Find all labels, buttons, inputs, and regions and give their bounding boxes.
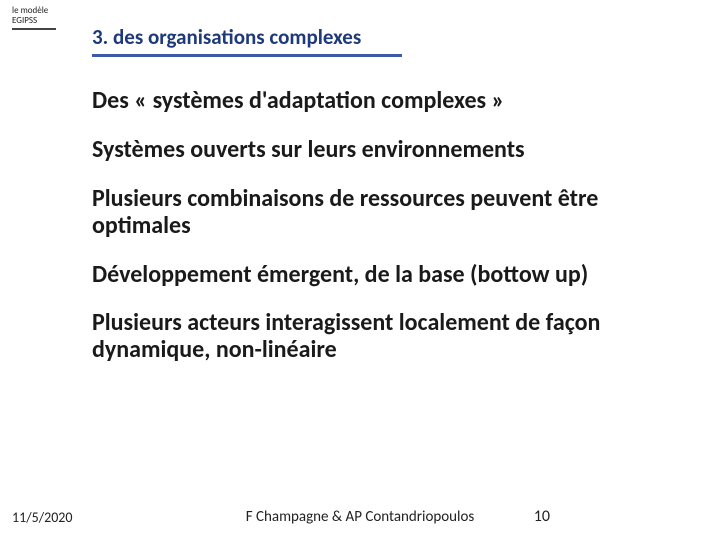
paragraph-4: Développement émergent, de la base (bott… [92,262,696,289]
paragraph-1: Des « systèmes d'adaptation complexes » [92,88,696,115]
section-underline [92,54,402,57]
footer-page: 10 [534,507,550,526]
paragraph-2: Systèmes ouverts sur leurs environnement… [92,137,696,164]
logo-line2: EGIPSS [12,16,72,26]
section-title: 3. des organisations complexes [92,24,361,50]
logo-block: le modèle EGIPSS [12,6,72,30]
paragraph-3: Plusieurs combinaisons de ressources peu… [92,186,696,240]
slide: le modèle EGIPSS 3. des organisations co… [0,0,720,540]
body-text: Des « systèmes d'adaptation complexes » … [92,88,696,386]
footer-author: F Champagne & AP Contandriopoulos [0,508,720,526]
paragraph-5: Plusieurs acteurs interagissent localeme… [92,310,696,364]
logo-underline [12,28,56,30]
